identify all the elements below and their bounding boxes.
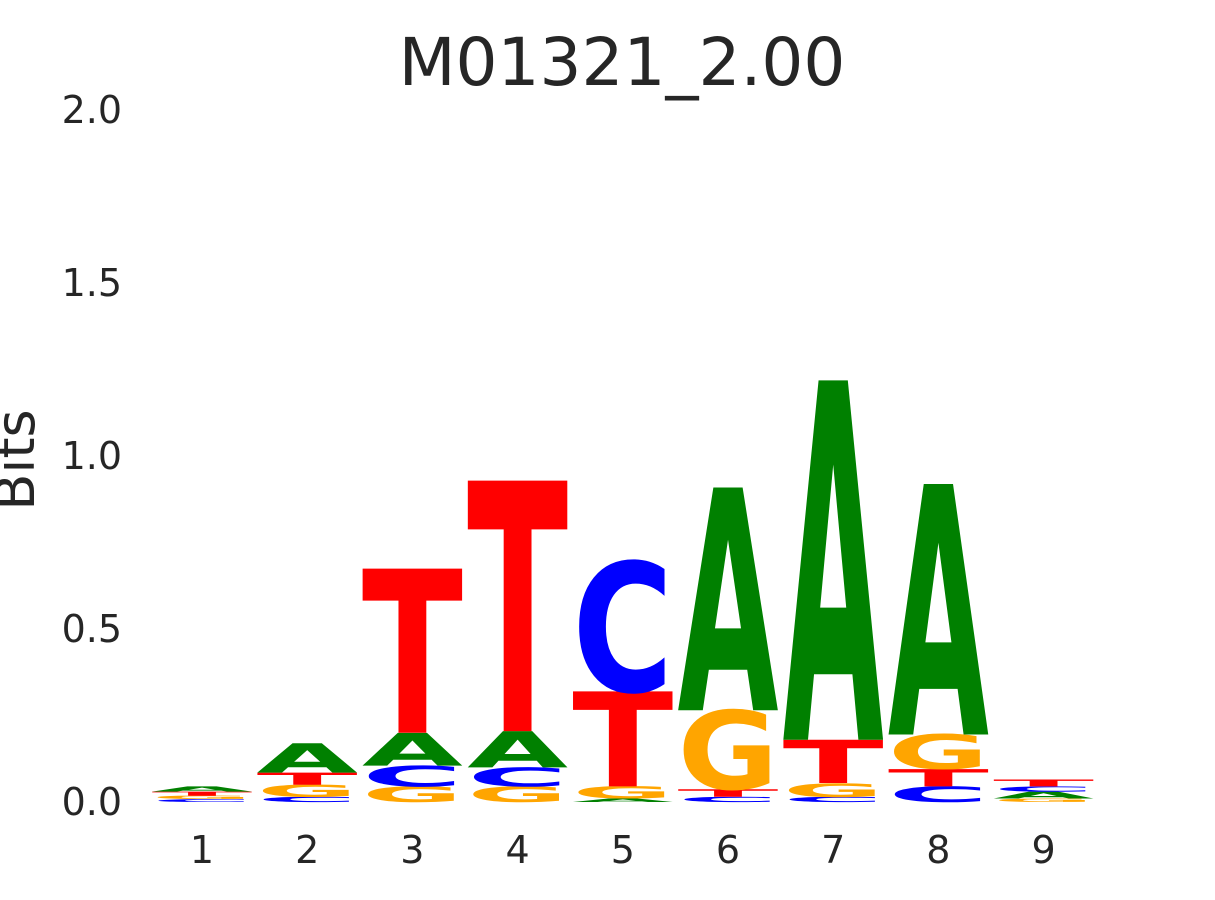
- logo-letter-T: T: [362, 524, 463, 786]
- logo-letter-G: G: [257, 782, 358, 801]
- y-tick-label: 0.0: [62, 780, 122, 824]
- logo-letter-G: G: [993, 798, 1094, 804]
- x-tick-label: 2: [295, 828, 319, 872]
- logo-letter-G: G: [783, 779, 884, 801]
- logo-letter-T: T: [888, 765, 989, 792]
- logo-letter-C: C: [993, 785, 1094, 793]
- x-tick-label: 8: [926, 828, 950, 872]
- logo-letter-T: T: [467, 413, 569, 813]
- x-tick-label: 7: [821, 828, 845, 872]
- logo-letter-G: G: [678, 690, 779, 815]
- x-tick-label: 3: [400, 828, 424, 872]
- logo-letter-A: A: [993, 790, 1095, 801]
- logo-letter-G: G: [467, 782, 568, 807]
- y-tick-label: 1.0: [62, 434, 122, 478]
- x-tick-label: 6: [716, 828, 740, 872]
- logo-letter-A: A: [257, 735, 358, 782]
- logo-letter-G: G: [888, 725, 989, 780]
- logo-letter-G: G: [152, 795, 253, 801]
- x-tick-label: 4: [506, 828, 530, 872]
- chart-title: M01321_2.00: [399, 24, 846, 101]
- logo-letter-A: A: [572, 798, 673, 804]
- logo-letter-C: C: [783, 795, 884, 803]
- y-axis-ticks: 0.0 0.5 1.0 1.5 2.0: [62, 88, 122, 824]
- logo-letter-A: A: [783, 283, 885, 857]
- logo-letter-T: T: [572, 666, 673, 817]
- logo-letter-A: A: [362, 724, 464, 777]
- y-tick-label: 0.5: [62, 607, 122, 651]
- logo-letter-T: T: [993, 778, 1094, 789]
- logo-letter-A: A: [152, 785, 254, 793]
- logo-letter-C: C: [152, 798, 253, 802]
- logo-letter-C: C: [888, 783, 989, 808]
- y-axis-label: Bits: [0, 409, 47, 510]
- y-tick-label: 1.5: [62, 261, 122, 305]
- logo-letter-C: C: [678, 795, 779, 803]
- logo-letter-T: T: [152, 791, 253, 798]
- logo-letter-A: A: [888, 417, 990, 816]
- x-tick-label: 9: [1032, 828, 1056, 872]
- x-tick-label: 1: [190, 828, 214, 872]
- logo-letter-G: G: [362, 782, 463, 807]
- logo-letter-T: T: [257, 769, 358, 788]
- logo-letter-C: C: [572, 527, 673, 734]
- logo-letter-A: A: [467, 722, 568, 780]
- logo-letter-C: C: [257, 795, 358, 803]
- x-axis-ticks: 1 2 3 4 5 6 7 8 9: [190, 828, 1056, 872]
- y-tick-label: 2.0: [62, 88, 122, 132]
- logo-letter-G: G: [572, 783, 673, 802]
- logo-letter-C: C: [467, 762, 568, 792]
- logo-letter-A: A: [678, 428, 779, 783]
- logo-letter-C: C: [362, 760, 463, 793]
- logo-letter-T: T: [678, 787, 780, 799]
- x-tick-label: 5: [611, 828, 635, 872]
- logo-letter-T: T: [783, 728, 884, 797]
